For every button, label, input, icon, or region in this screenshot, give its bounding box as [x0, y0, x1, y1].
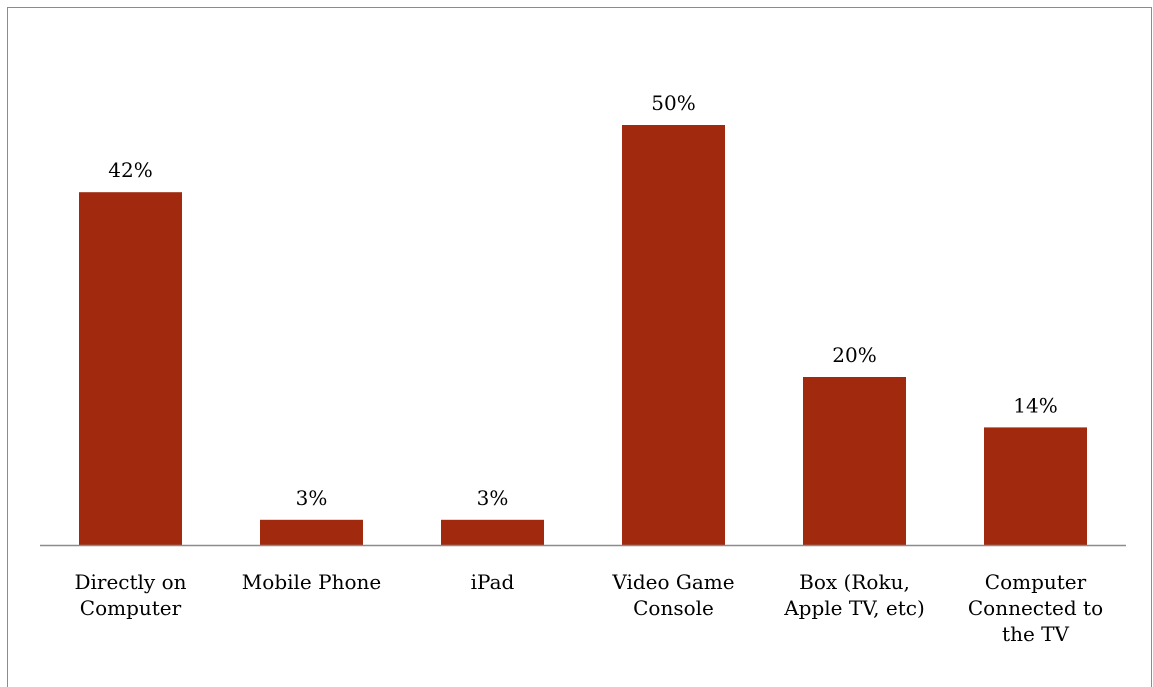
bar: [803, 377, 906, 545]
x-tick-label-line: Apple TV, etc): [783, 596, 925, 620]
chart-frame: [7, 7, 1152, 687]
x-tick-label-line: Connected to: [968, 596, 1103, 620]
bar: [622, 125, 725, 545]
x-tick-label: Mobile Phone: [242, 570, 381, 594]
bar-value-label: 3%: [296, 486, 328, 510]
bar-value-label: 20%: [832, 343, 876, 367]
x-tick-label-line: iPad: [471, 570, 515, 594]
bar: [441, 519, 544, 545]
x-tick-label: Directly on Computer: [74, 570, 186, 620]
x-tick-label-line: Box (Roku,: [799, 570, 910, 594]
bars-layer: [79, 125, 1087, 545]
bar-value-label: 14%: [1013, 393, 1057, 417]
x-tick-label: iPad: [471, 570, 515, 594]
x-tick-label-line: Computer: [985, 570, 1087, 594]
bar-value-label: 3%: [477, 486, 509, 510]
x-tick-label: Video Game Console: [611, 570, 734, 620]
x-tick-label-line: Mobile Phone: [242, 570, 381, 594]
bar-value-label: 42%: [108, 158, 152, 182]
bar: [79, 192, 182, 545]
bar: [984, 427, 1087, 545]
x-tick-label: Box (Roku, Apple TV, etc): [783, 570, 925, 620]
bar: [260, 519, 363, 545]
x-tick-label-line: the TV: [1002, 622, 1069, 646]
x-tick-label-line: Directly on: [74, 570, 186, 594]
x-tick-label: Computer Connected to the TV: [968, 570, 1103, 646]
data-labels-layer: 42% 3% 3% 50% 20% 14%: [108, 91, 1057, 510]
bar-value-label: 50%: [651, 91, 695, 115]
x-tick-label-line: Computer: [80, 596, 182, 620]
x-tick-label-line: Console: [633, 596, 714, 620]
x-tick-label-line: Video Game: [611, 570, 734, 594]
